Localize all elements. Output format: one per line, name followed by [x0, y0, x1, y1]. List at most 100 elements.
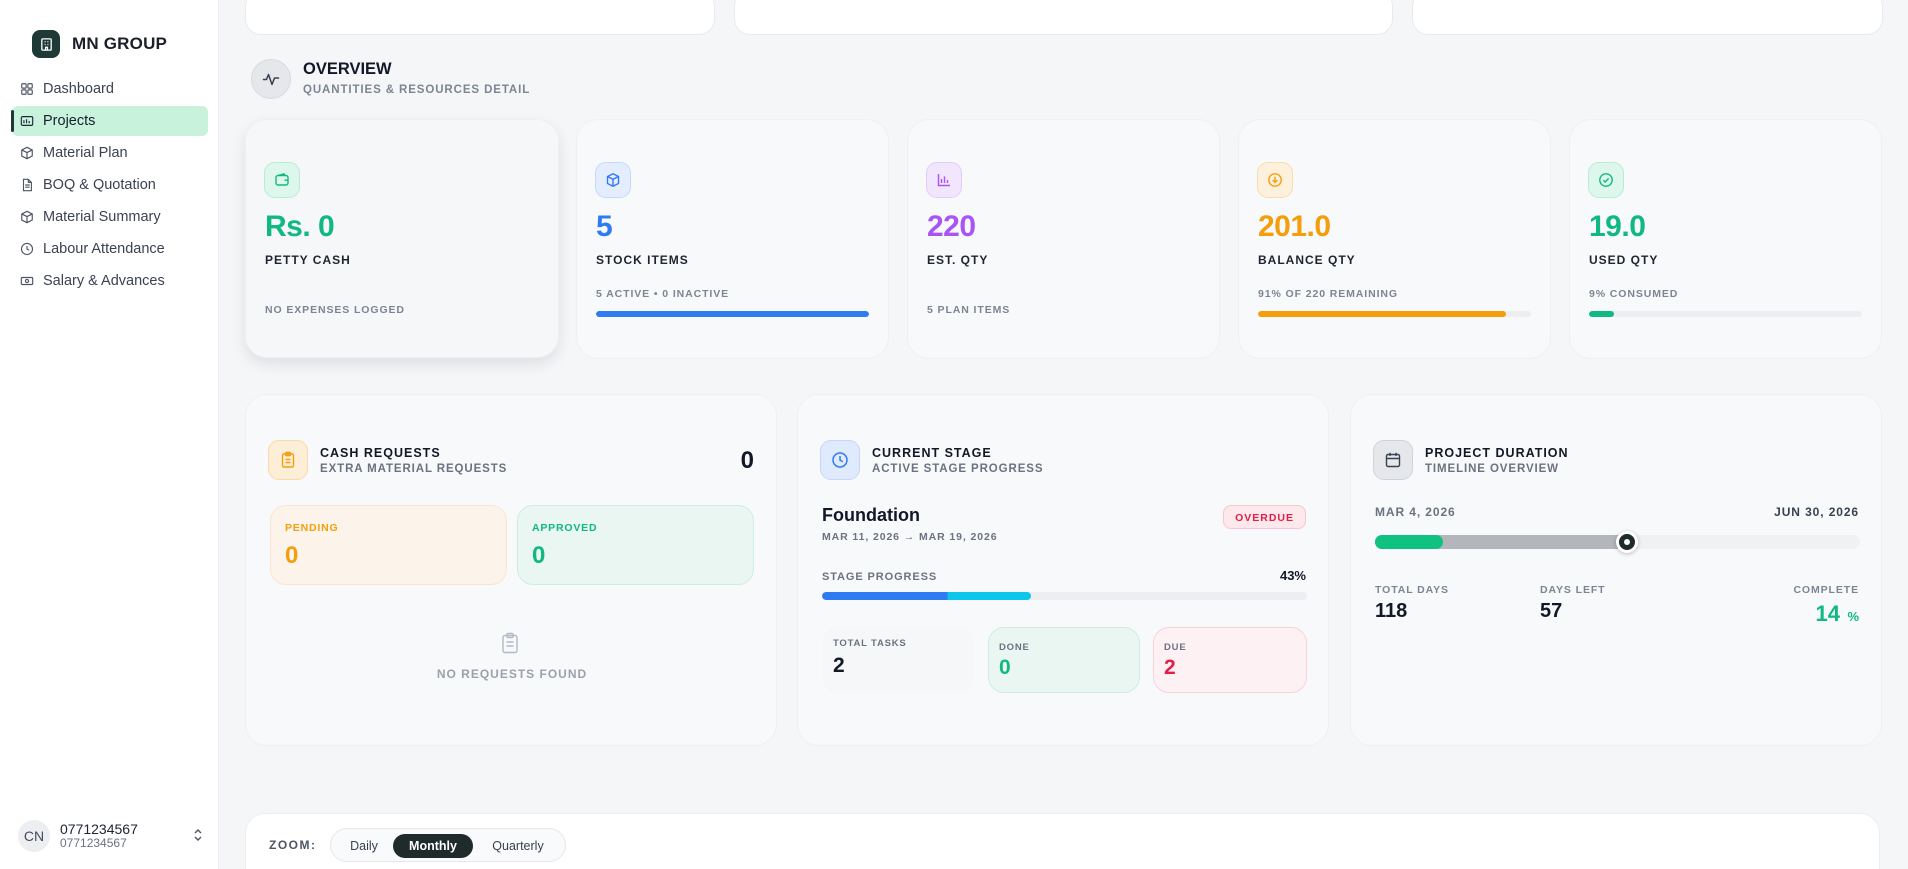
total-days-label: TOTAL DAYS	[1375, 584, 1449, 596]
user-subtitle: 0771234567	[60, 836, 127, 850]
user-menu[interactable]: CN 0771234567 0771234567	[18, 820, 203, 852]
total-days-value: 118	[1375, 600, 1408, 622]
today-marker[interactable]	[1616, 531, 1639, 553]
zoom-segmented-control: Daily Monthly Quarterly	[330, 828, 566, 862]
cash-requests-title: CASH REQUESTS	[320, 446, 441, 460]
zoom-daily-button[interactable]: Daily	[350, 839, 378, 853]
days-left-value: 57	[1540, 600, 1563, 622]
done-label: DONE	[999, 642, 1030, 653]
complete-fill	[1375, 535, 1443, 549]
calendar-icon	[1373, 440, 1413, 480]
petty-cash-value: Rs. 0	[265, 210, 335, 243]
petty-cash-label: PETTY CASH	[265, 253, 351, 267]
project-duration-title: PROJECT DURATION	[1425, 446, 1569, 460]
approved-value: 0	[532, 542, 546, 569]
end-date: JUN 30, 2026	[1774, 505, 1859, 519]
total-tasks-card: TOTAL TASKS 2	[822, 627, 974, 693]
building-icon	[32, 30, 60, 58]
overdue-badge: OVERDUE	[1223, 505, 1306, 529]
sidebar-item-projects[interactable]: Projects	[11, 106, 208, 136]
stock-items-value: 5	[596, 210, 613, 243]
stage-progress-bar	[822, 592, 1307, 600]
current-stage-panel: CURRENT STAGE ACTIVE STAGE PROGRESS Foun…	[797, 394, 1329, 746]
petty-cash-subtext: NO EXPENSES LOGGED	[265, 304, 405, 316]
project-duration-panel: PROJECT DURATION TIMELINE OVERVIEW MAR 4…	[1350, 394, 1882, 746]
top-card	[245, 0, 715, 35]
sidebar-item-label: BOQ & Quotation	[43, 177, 156, 193]
user-name: 0771234567	[60, 821, 138, 837]
used-qty-progress-bar	[1589, 311, 1862, 317]
pending-label: PENDING	[285, 522, 339, 534]
avatar: CN	[18, 820, 50, 852]
zoom-quarterly-button[interactable]: Quarterly	[492, 839, 544, 853]
used-qty-value: 19.0	[1589, 210, 1646, 243]
balance-qty-value: 201.0	[1258, 210, 1331, 243]
sidebar-item-material-plan[interactable]: Material Plan	[12, 138, 208, 168]
used-qty-label: USED QTY	[1589, 253, 1659, 267]
sidebar-item-label: Material Plan	[43, 145, 128, 161]
cash-icon	[20, 276, 34, 286]
complete-label: COMPLETE	[1793, 584, 1859, 596]
clock-icon	[820, 440, 860, 480]
est-qty-label: EST. QTY	[927, 253, 989, 267]
brand[interactable]: MN GROUP	[32, 30, 167, 58]
top-card	[1412, 0, 1883, 35]
progress-fill	[822, 592, 1031, 600]
est-qty-subtext: 5 PLAN ITEMS	[927, 304, 1011, 316]
progress-fill	[1258, 311, 1507, 317]
sidebar-item-label: Dashboard	[43, 81, 114, 97]
stage-progress-label: STAGE PROGRESS	[822, 571, 938, 583]
total-tasks-label: TOTAL TASKS	[833, 638, 907, 649]
stock-items-progress-bar	[596, 311, 869, 317]
zoom-label: ZOOM:	[269, 838, 317, 852]
used-qty-subtext: 9% CONSUMED	[1589, 288, 1679, 300]
check-circle-icon	[1588, 162, 1624, 198]
stock-items-subtext: 5 ACTIVE • 0 INACTIVE	[596, 288, 730, 300]
approved-card[interactable]: APPROVED 0	[517, 505, 754, 585]
cash-requests-panel: CASH REQUESTS EXTRA MATERIAL REQUESTS 0 …	[245, 394, 777, 746]
sidebar-item-labour-attendance[interactable]: Labour Attendance	[12, 234, 208, 264]
box-icon	[21, 210, 33, 224]
duration-track	[1375, 531, 1860, 553]
done-value: 0	[999, 656, 1011, 679]
project-duration-subtitle: TIMELINE OVERVIEW	[1425, 463, 1559, 475]
sidebar: MN GROUP Dashboard Projects Material Pla…	[0, 0, 219, 869]
stat-card-petty-cash[interactable]: Rs. 0 PETTY CASH NO EXPENSES LOGGED	[245, 119, 559, 358]
est-qty-value: 220	[927, 210, 976, 243]
empty-state-text: NO REQUESTS FOUND	[436, 667, 588, 681]
start-date: MAR 4, 2026	[1375, 505, 1456, 519]
brand-name: MN GROUP	[72, 34, 168, 53]
balance-qty-progress-bar	[1258, 311, 1531, 317]
download-circle-icon	[1257, 162, 1293, 198]
bar-chart-icon	[926, 162, 962, 198]
clipboard-empty-icon	[500, 632, 520, 659]
balance-qty-label: BALANCE QTY	[1258, 253, 1356, 267]
box-icon	[21, 146, 33, 160]
cube-icon	[595, 162, 631, 198]
sidebar-item-dashboard[interactable]: Dashboard	[12, 74, 208, 104]
stage-name: Foundation	[822, 505, 920, 525]
timeline-card: ZOOM: Daily Monthly Quarterly	[245, 813, 1880, 869]
due-tasks-card: DUE 2	[1153, 627, 1307, 693]
sidebar-item-material-summary[interactable]: Material Summary	[12, 202, 208, 232]
progress-fill	[1589, 311, 1614, 317]
zoom-monthly-button[interactable]: Monthly	[393, 834, 473, 858]
days-left-label: DAYS LEFT	[1540, 584, 1606, 596]
sidebar-item-boq-quotation[interactable]: BOQ & Quotation	[12, 170, 208, 200]
stage-progress-percent: 43%	[1279, 568, 1306, 583]
pending-card[interactable]: PENDING 0	[270, 505, 507, 585]
activity-icon	[251, 59, 291, 99]
top-card	[734, 0, 1393, 35]
done-tasks-card: DONE 0	[988, 627, 1140, 693]
sidebar-item-label: Material Summary	[43, 209, 161, 225]
stat-card-balance-qty[interactable]: 201.0 BALANCE QTY 91% OF 220 REMAINING	[1238, 119, 1551, 359]
sidebar-item-label: Salary & Advances	[43, 273, 165, 289]
stat-card-used-qty[interactable]: 19.0 USED QTY 9% CONSUMED	[1569, 119, 1882, 359]
due-value: 2	[1164, 656, 1176, 679]
sidebar-item-salary-advances[interactable]: Salary & Advances	[12, 266, 208, 296]
total-tasks-value: 2	[833, 654, 845, 677]
stat-card-est-qty[interactable]: 220 EST. QTY 5 PLAN ITEMS	[907, 119, 1220, 359]
stat-card-stock-items[interactable]: 5 STOCK ITEMS 5 ACTIVE • 0 INACTIVE	[576, 119, 889, 359]
stock-items-label: STOCK ITEMS	[596, 253, 689, 267]
complete-value-group: 14 %	[1816, 601, 1860, 627]
